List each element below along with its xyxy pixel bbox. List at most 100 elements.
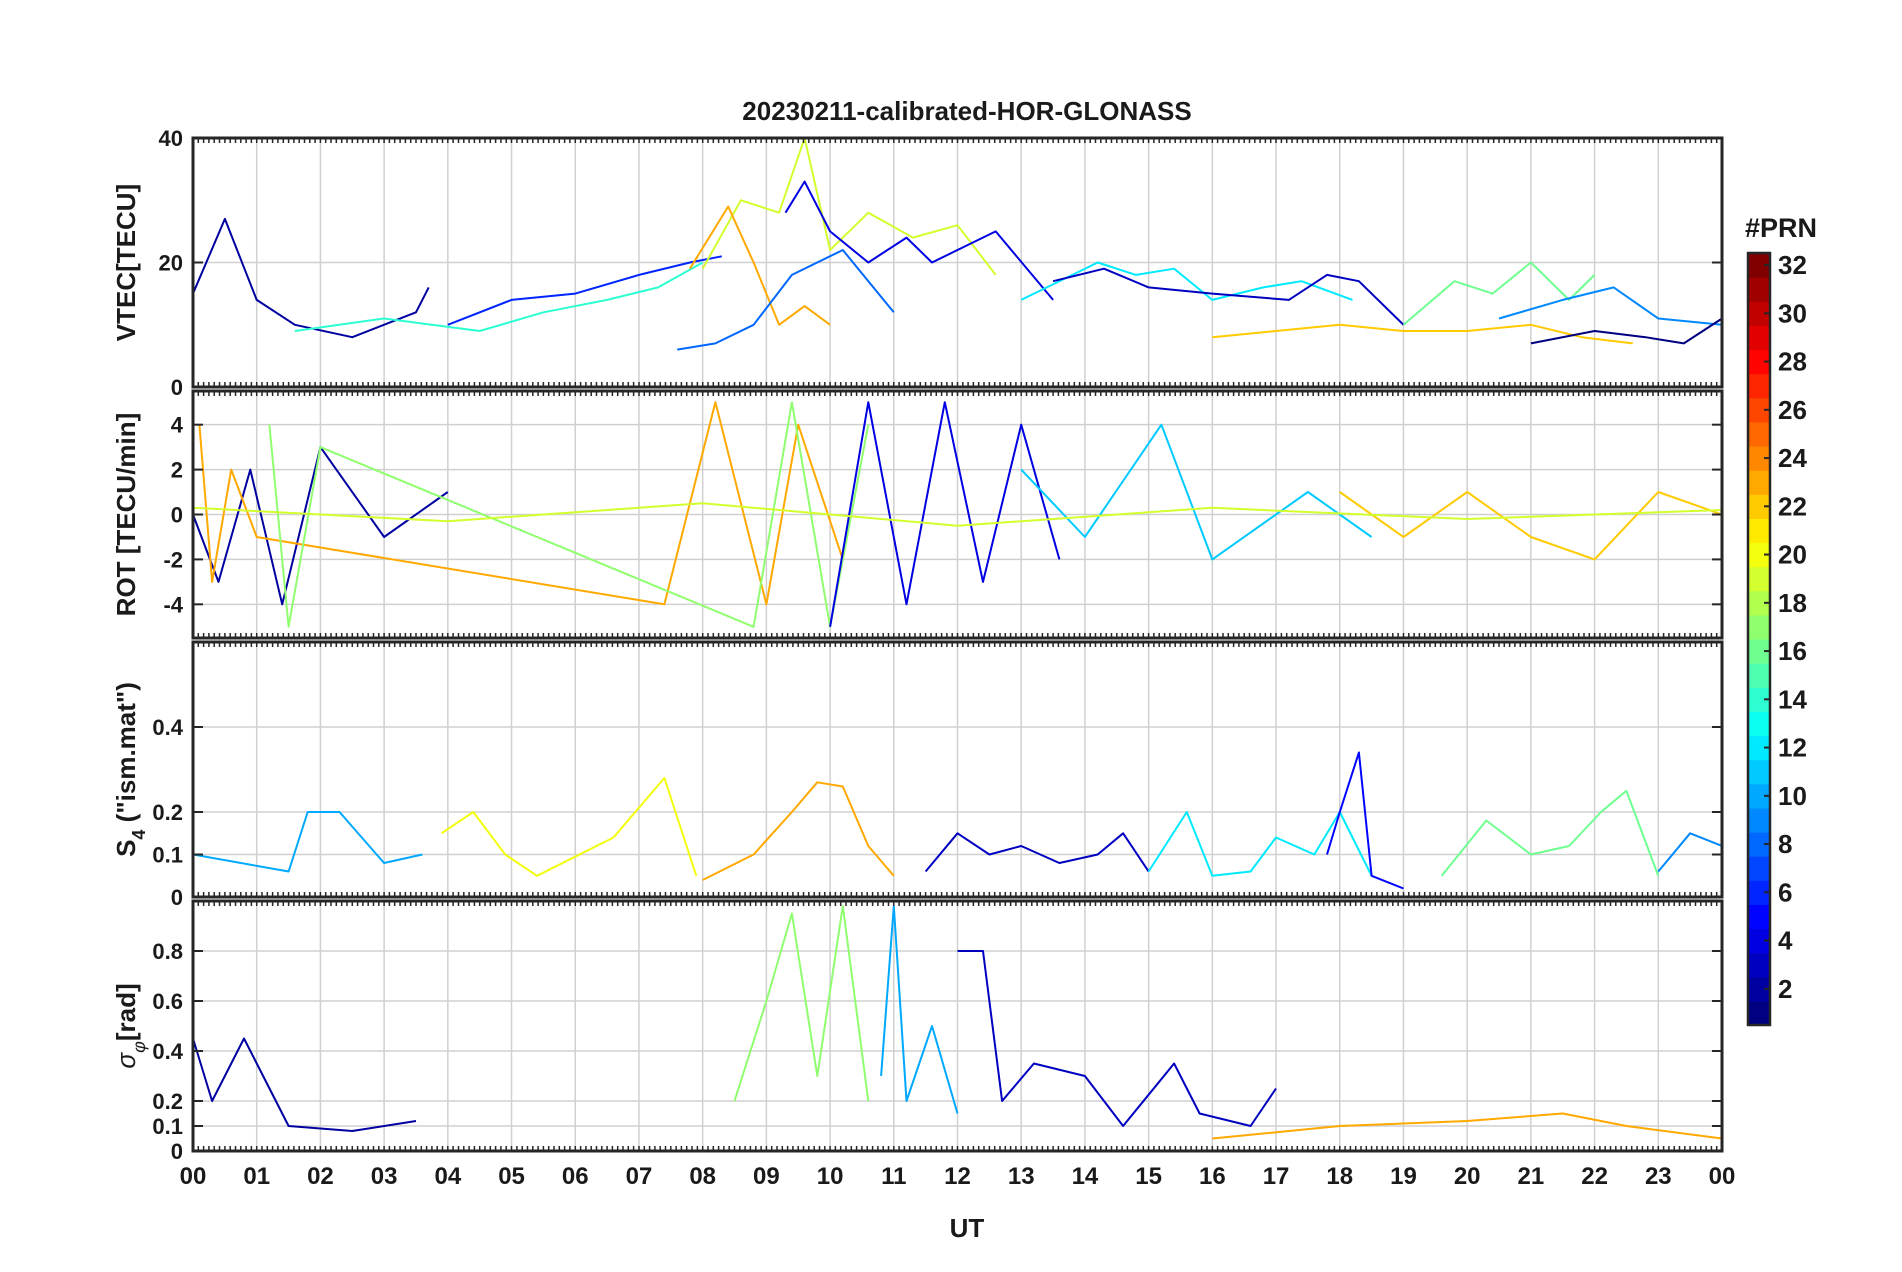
x-tick-label: 13	[1008, 1163, 1035, 1190]
panel-s4-series	[193, 751, 1722, 890]
minor-ticks-x	[197, 138, 1718, 387]
series-line-prn-5	[1326, 751, 1404, 890]
series-line-prn-19	[193, 502, 1722, 527]
colorbar-frame	[1746, 251, 1772, 1027]
series-line-prn-3	[957, 950, 1277, 1127]
colorbar-swatch	[1748, 735, 1770, 761]
colorbar-swatch	[1748, 663, 1770, 688]
colorbar-swatch	[1748, 397, 1770, 423]
series-line-prn-23	[702, 781, 895, 881]
y-tick-label: 0	[171, 503, 183, 528]
x-tick-label: 08	[689, 1163, 716, 1190]
colorbar-swatch	[1748, 253, 1770, 278]
colorbar-tick-label: 10	[1778, 781, 1807, 811]
colorbar-swatch	[1748, 976, 1770, 1002]
y-axis-label: VTEC[TECU]	[111, 184, 141, 341]
x-tick-label: 10	[817, 1163, 844, 1190]
x-tick-label: 07	[626, 1163, 653, 1190]
series-line-prn-2	[193, 446, 449, 606]
x-tick-label: 23	[1645, 1163, 1672, 1190]
x-tick-label: 19	[1390, 1163, 1417, 1190]
panel-rot: -4 -2 0 2 4 ROT [TECU/min]	[111, 389, 1724, 640]
colorbar-swatch	[1748, 687, 1770, 712]
x-tick-label: 05	[498, 1163, 525, 1190]
y-tick-label: 0.2	[152, 1089, 183, 1114]
colorbar-swatch	[1748, 421, 1770, 447]
y-tick-label: 0.8	[152, 939, 183, 964]
x-axis-label: UT	[950, 1213, 985, 1243]
x-tick-label: 21	[1518, 1163, 1545, 1190]
series-line-prn-8	[677, 249, 895, 351]
x-tick-label: 11	[881, 1163, 906, 1190]
colorbar-swatch	[1748, 470, 1770, 495]
colorbar-swatch	[1748, 759, 1770, 785]
panel-sigma_phi: 00.10.2 0.4 0.6 0.8σφ[rad]	[111, 899, 1724, 1164]
series-line-prn-9	[1498, 286, 1722, 326]
colorbar-swatch	[1748, 807, 1770, 833]
panel-rot-series	[193, 401, 1722, 628]
y-tick-label: 0	[171, 885, 183, 910]
y-tick-label: 0.6	[152, 989, 183, 1014]
colorbar-tick-label: 28	[1778, 347, 1807, 377]
series-line-prn-23	[1212, 1112, 1722, 1140]
colorbar-tick-label: 24	[1778, 443, 1807, 473]
colorbar-swatch	[1748, 349, 1770, 375]
colorbar-swatch	[1748, 952, 1770, 978]
colorbar-swatch	[1748, 856, 1770, 881]
y-tick-label: 40	[159, 126, 183, 151]
colorbar-tick-label: 22	[1778, 491, 1807, 521]
colorbar-swatch	[1748, 566, 1770, 592]
colorbar-swatch	[1748, 904, 1770, 930]
y-tick-label: 0.1	[152, 843, 183, 868]
minor-ticks-x	[197, 642, 1718, 897]
series-line-prn-16	[1440, 789, 1660, 877]
colorbar-swatch	[1748, 614, 1770, 640]
minor-ticks-x	[197, 901, 1718, 1151]
y-tick-label: 0.4	[152, 1039, 183, 1064]
x-tick-label: 06	[562, 1163, 589, 1190]
series-line-prn-17	[733, 905, 870, 1102]
colorbar-swatch	[1748, 446, 1770, 471]
x-tick-label: 12	[944, 1163, 971, 1190]
y-tick-label: 4	[171, 413, 184, 438]
minor-ticks-x	[197, 391, 1718, 638]
x-tick-label: 22	[1581, 1163, 1608, 1190]
colorbar-tick-label: 26	[1778, 395, 1807, 425]
x-tick-label: 00	[1709, 1163, 1736, 1190]
series-line-prn-1	[1530, 317, 1722, 345]
y-tick-label: 20	[159, 251, 183, 276]
series-line-prn-3	[1052, 267, 1405, 326]
series-line-prn-12	[1020, 261, 1353, 301]
series-line-prn-2	[193, 217, 430, 339]
series-line-prn-12	[1147, 811, 1373, 877]
series-line-prn-10	[880, 905, 959, 1114]
series-line-prn-4	[829, 401, 1061, 627]
x-tick-label: 04	[434, 1163, 461, 1190]
y-tick-label: -4	[163, 592, 183, 617]
colorbar-tick-label: 32	[1778, 250, 1807, 280]
y-tick-label: 0.1	[152, 1114, 183, 1139]
x-tick-label: 17	[1263, 1163, 1290, 1190]
y-tick-label: 0.4	[152, 715, 183, 740]
x-tick-label: 02	[307, 1163, 334, 1190]
colorbar-swatch	[1748, 928, 1770, 954]
colorbar-tick-label: 14	[1778, 684, 1807, 714]
x-tick-label: 01	[243, 1163, 270, 1190]
colorbar-tick-label: 8	[1778, 829, 1792, 859]
x-tick-label: 09	[753, 1163, 780, 1190]
series-line-prn-2	[193, 1037, 417, 1132]
series-line-prn-23	[198, 401, 844, 606]
series-line-prn-14	[294, 261, 704, 332]
panel-sigma_phi-series	[193, 905, 1722, 1140]
y-tick-label: 2	[171, 458, 183, 483]
colorbar-swatch	[1748, 301, 1770, 326]
colorbar-tick-label: 6	[1778, 877, 1792, 907]
x-tick-label: 14	[1072, 1163, 1099, 1190]
colorbar-tick-label: 2	[1778, 974, 1792, 1004]
series-line-prn-22	[1339, 491, 1722, 561]
colorbar-tick-label: 30	[1778, 298, 1807, 328]
colorbar-swatch	[1748, 494, 1770, 519]
y-axis-label: σφ[rad]	[111, 983, 149, 1068]
